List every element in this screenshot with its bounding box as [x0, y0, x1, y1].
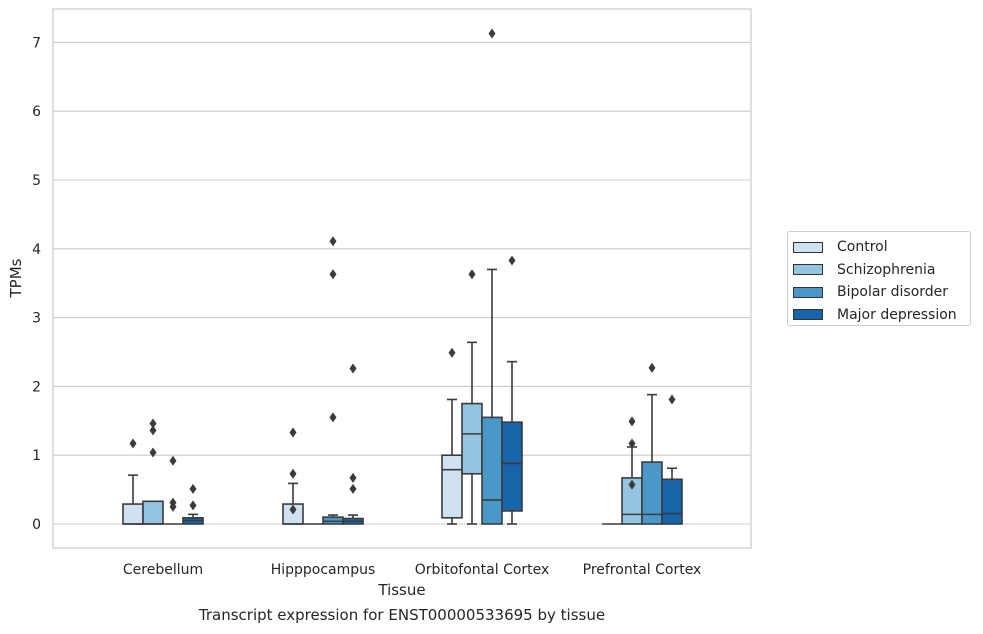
legend-label: Major depression	[837, 306, 957, 323]
box	[461, 402, 483, 475]
box-group	[142, 418, 164, 525]
y-tick-label: 3	[32, 311, 41, 327]
box	[122, 503, 144, 525]
outlier-marker	[129, 438, 137, 449]
box-group	[481, 28, 503, 525]
outlier-marker	[349, 472, 357, 483]
outlier-marker	[468, 269, 476, 280]
y-tick-label: 1	[32, 448, 41, 464]
outlier-marker	[289, 468, 297, 479]
outlier-marker	[149, 447, 157, 458]
box-group	[342, 363, 364, 525]
grid-lines	[53, 41, 751, 525]
outlier-marker	[329, 236, 337, 247]
x-tick-labels: Cerebellum Hipppocampus Orbitofontal Corte…	[123, 562, 701, 578]
box	[481, 416, 503, 525]
y-tick-label: 2	[32, 379, 41, 395]
outlier-marker	[668, 394, 676, 405]
outlier-marker	[508, 255, 516, 266]
box-group	[182, 483, 204, 525]
outlier-marker	[349, 363, 357, 374]
box-group	[641, 362, 663, 525]
legend-item: Schizophrenia	[793, 259, 970, 282]
outlier-marker	[169, 501, 177, 512]
box	[441, 454, 463, 519]
outlier-marker	[628, 416, 636, 427]
box-group	[322, 236, 344, 525]
legend: Control Schizophrenia Bipolar disorder Majo…	[787, 231, 971, 326]
y-tick-label: 6	[32, 104, 41, 120]
legend-item: Control	[793, 236, 970, 259]
outlier-marker	[329, 412, 337, 423]
legend-swatch	[793, 286, 823, 298]
box	[142, 500, 164, 525]
outlier-marker	[488, 28, 496, 39]
box	[501, 421, 523, 512]
outlier-marker	[149, 425, 157, 436]
outlier-marker	[648, 362, 656, 373]
outlier-marker	[189, 483, 197, 494]
x-tick-label: Prefrontal Cortex	[583, 562, 702, 578]
outlier-marker	[189, 500, 197, 511]
outlier-marker	[329, 269, 337, 280]
x-tick-label: Hipppocampus	[271, 562, 376, 578]
legend-swatch	[793, 264, 823, 276]
plot-area-frame	[52, 8, 752, 549]
legend-label: Bipolar disorder	[837, 284, 949, 301]
outlier-marker	[289, 427, 297, 438]
y-tick-labels: 0 1 2 3 4 5 6 7	[32, 35, 41, 533]
y-tick-label: 4	[32, 242, 41, 258]
box-group	[122, 438, 144, 525]
outlier-marker	[628, 438, 636, 449]
outlier-marker	[349, 483, 357, 494]
box-group	[661, 394, 683, 525]
x-tick-label: Cerebellum	[123, 562, 203, 578]
chart-caption: Transcript expression for ENST0000053369…	[198, 606, 606, 624]
box-group	[461, 269, 483, 525]
outlier-marker	[448, 347, 456, 358]
box-group	[441, 347, 463, 525]
outlier-marker	[149, 418, 157, 429]
outlier-marker	[289, 504, 297, 515]
legend-swatch	[793, 309, 823, 321]
legend-label: Schizophrenia	[837, 261, 936, 278]
legend-swatch	[793, 241, 823, 253]
box-group	[163, 455, 183, 525]
box-plots	[122, 28, 683, 525]
y-tick-label: 5	[32, 173, 41, 189]
y-tick-label: 0	[32, 517, 41, 533]
y-axis-label: TPMs	[7, 258, 25, 298]
y-tick-label: 7	[32, 35, 41, 51]
box-group	[501, 255, 523, 525]
box	[661, 478, 683, 525]
box-group	[621, 416, 643, 525]
box-group	[282, 427, 304, 525]
legend-item: Major depression	[793, 304, 970, 327]
outlier-marker	[169, 455, 177, 466]
outlier-marker	[628, 479, 636, 490]
legend-item: Bipolar disorder	[793, 281, 970, 304]
x-tick-label: Orbitofontal Cortex	[415, 562, 550, 578]
legend-label: Control	[837, 239, 888, 256]
x-axis-label: Tissue	[377, 581, 425, 599]
